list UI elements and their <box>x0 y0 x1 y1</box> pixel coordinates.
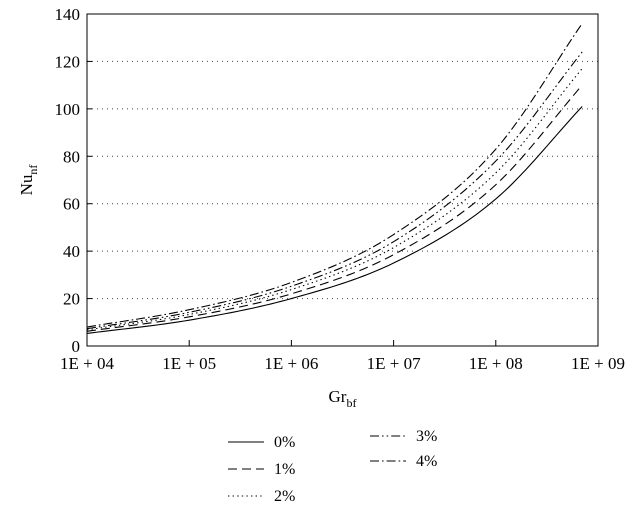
series-line-4pct <box>86 23 583 328</box>
y-tick-label: 40 <box>63 242 80 261</box>
series-line-2pct <box>86 68 583 331</box>
x-tick-label: 1E + 04 <box>60 354 114 373</box>
series-line-1pct <box>86 84 583 332</box>
x-tick-label: 1E + 07 <box>367 354 421 373</box>
legend-label: 4% <box>416 453 437 470</box>
y-tick-label: 80 <box>63 147 80 166</box>
legend-label: 0% <box>274 434 295 451</box>
legend: 0% 1% 2% 3% 4% <box>228 428 437 505</box>
y-axis-label: Nunf <box>17 165 40 196</box>
legend-label: 1% <box>274 461 295 478</box>
y-axis-ticks: 0 20 40 60 80 100 120 140 <box>55 5 92 356</box>
grid <box>87 60 598 300</box>
legend-label: 2% <box>274 488 295 505</box>
plot-frame <box>86 13 599 347</box>
series-layer <box>86 23 583 334</box>
y-tick-label: 20 <box>63 290 80 309</box>
y-axis-label-sub: nf <box>26 165 40 175</box>
y-tick-label: 140 <box>55 5 81 24</box>
y-tick-label: 0 <box>72 337 81 356</box>
x-tick-label: 1E + 09 <box>571 354 625 373</box>
y-tick-label: 120 <box>55 52 81 71</box>
y-axis-label-main: Nu <box>17 174 36 195</box>
x-axis-ticks: 1E + 04 1E + 05 1E + 06 1E + 07 1E + 08 1E + … <box>60 340 625 373</box>
x-axis-label: Grbf <box>329 387 357 410</box>
series-line-3pct <box>86 51 583 330</box>
x-tick-label: 1E + 05 <box>162 354 216 373</box>
x-axis-label-main: Gr <box>329 387 347 406</box>
x-axis-label-sub: bf <box>346 396 356 410</box>
y-tick-label: 60 <box>63 195 80 214</box>
legend-label: 3% <box>416 428 437 445</box>
y-tick-label: 100 <box>55 100 81 119</box>
series-line-0pct <box>86 106 583 334</box>
x-tick-label: 1E + 06 <box>264 354 318 373</box>
x-tick-label: 1E + 08 <box>469 354 523 373</box>
